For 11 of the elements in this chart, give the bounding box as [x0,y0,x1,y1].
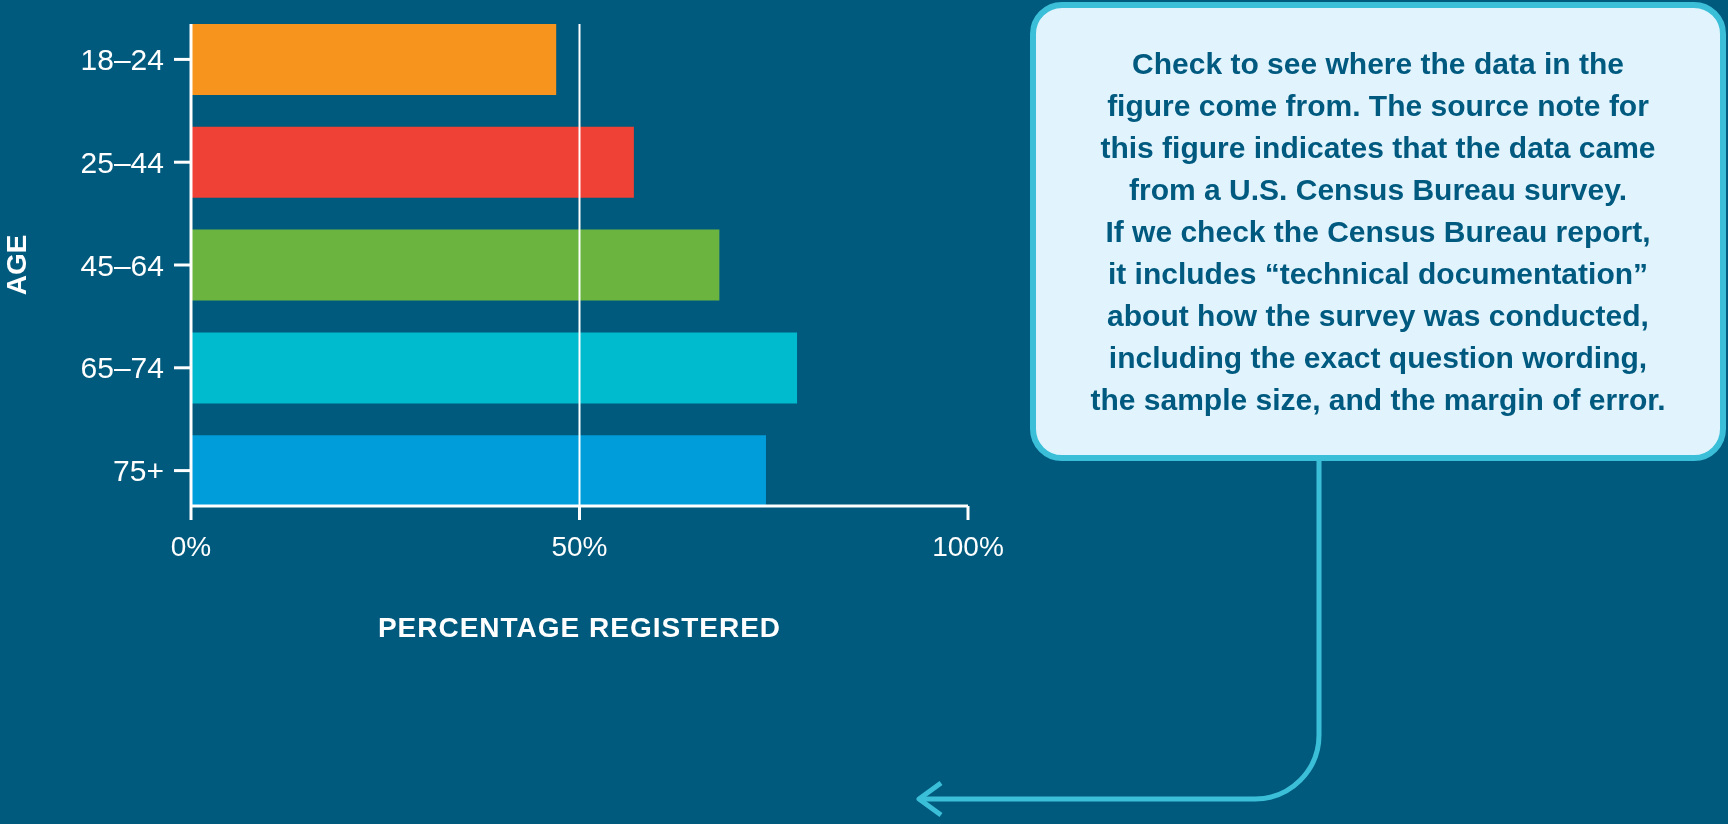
y-tick-label: 18–24 [80,43,164,77]
y-tick-label: 25–44 [80,145,164,179]
y-tick-label: 65–74 [80,351,164,385]
y-axis-title: AGE [1,234,33,296]
text: Check to see where the data in the figure come from. The source note for this figure indicates that the data came from a U.S. Census Bureau survey. If we check the Census Bureau report, it includes “technical documentation” about how the survey was conducted, including the exact question wording, the sample size, and the margin of error. [1090,46,1666,416]
x-tick-label: 50% [551,530,608,562]
x-axis-title: PERCENTAGE REGISTERED [376,611,783,645]
x-tick-label: 100% [932,530,1004,562]
y-tick-label: 75+ [113,454,164,488]
x-tick-label: 0% [170,530,212,562]
y-tick-label: 45–64 [80,248,164,282]
